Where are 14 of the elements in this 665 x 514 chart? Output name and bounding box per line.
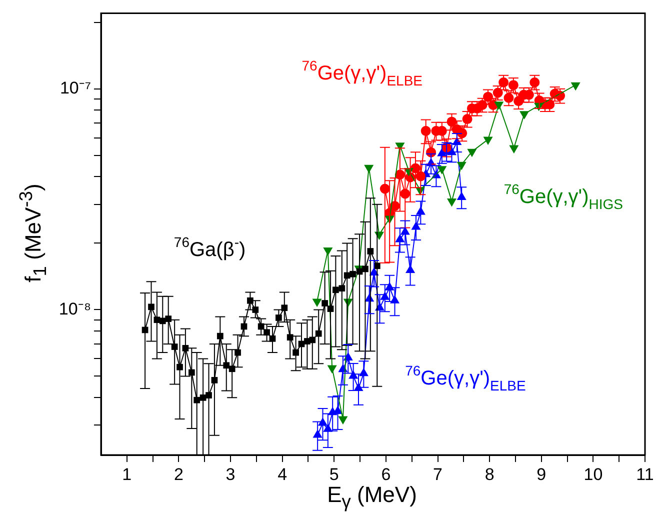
y-tick-label: 10⁻⁸ — [58, 299, 91, 318]
x-tick-label: 7 — [433, 464, 442, 484]
x-tick-label: 11 — [636, 464, 654, 484]
x-tick-label: 5 — [329, 464, 339, 484]
x-tick-label: 10 — [584, 464, 603, 484]
x-tick-label: 2 — [174, 464, 184, 484]
x-tick-label: 6 — [381, 464, 391, 484]
x-tick-label: 4 — [278, 464, 288, 484]
x-tick-label: 1 — [122, 464, 132, 484]
x-tick-label: 9 — [536, 464, 546, 484]
x-tick-label: 8 — [484, 464, 494, 484]
x-tick-label: 3 — [226, 464, 236, 484]
x-axis-title: E$_{γ}$ (MeV) — [326, 482, 418, 514]
y-tick-label: 10⁻⁷ — [60, 78, 91, 98]
